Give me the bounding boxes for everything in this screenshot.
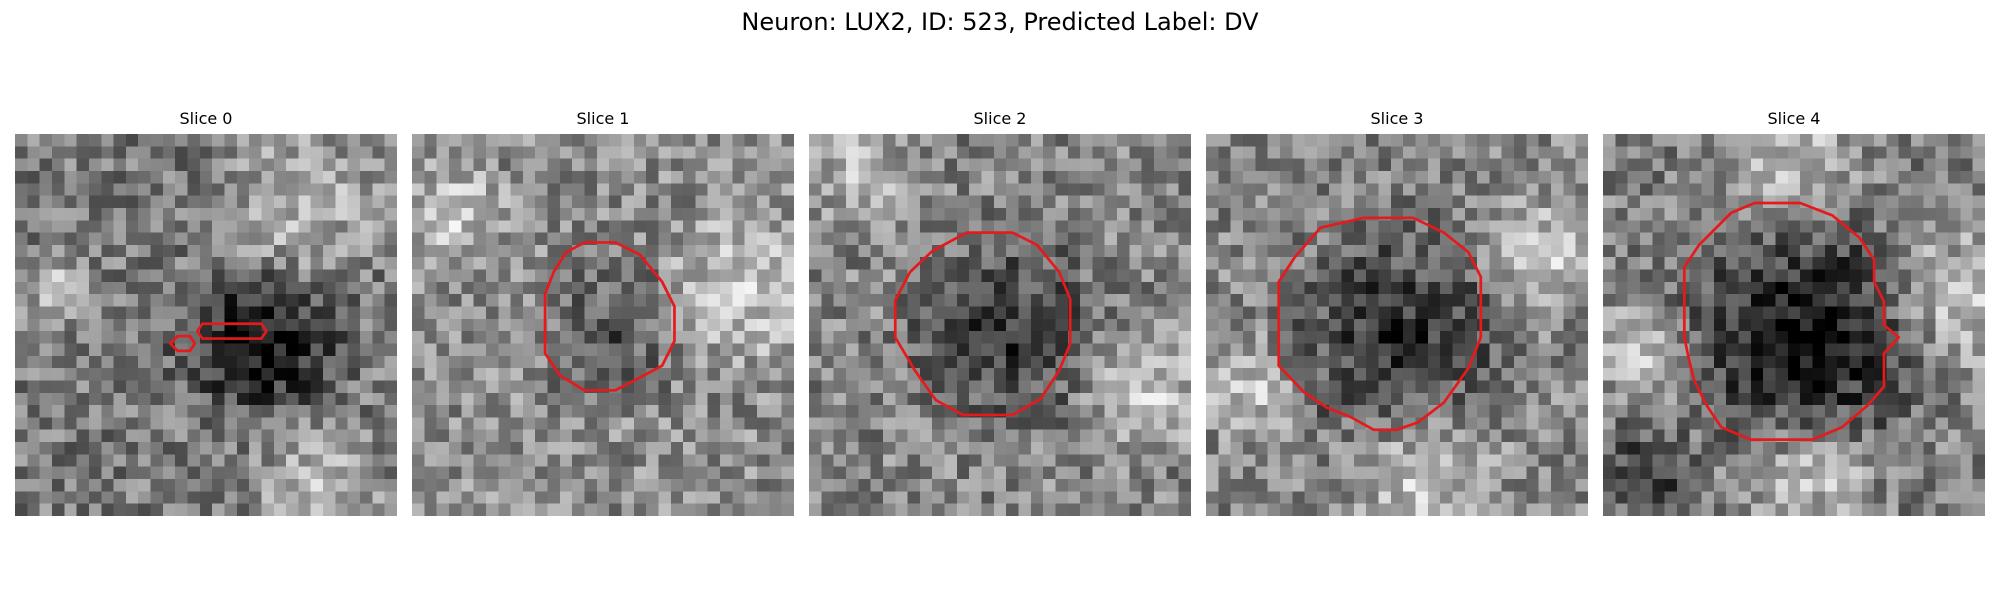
slice-image [1206,134,1588,516]
slice-title: Slice 1 [576,109,630,128]
slice-panel-1: Slice 1 [412,108,794,516]
grayscale-pixels [412,134,794,516]
slice-panel-0: Slice 0 [15,108,397,516]
grayscale-pixels [15,134,397,516]
figure-title: Neuron: LUX2, ID: 523, Predicted Label: … [741,8,1259,36]
contour-outline-1 [168,334,197,353]
contour-outline-0 [893,231,1072,417]
slice-title: Slice 2 [973,109,1027,128]
contour-outline-0 [1277,216,1483,432]
slice-image [1603,134,1985,516]
slice-title: Slice 4 [1767,109,1821,128]
slice-panel-3: Slice 3 [1206,108,1588,516]
slice-panel-4: Slice 4 [1603,108,1985,516]
slice-title: Slice 0 [179,109,233,128]
grayscale-pixels [1206,134,1588,516]
grayscale-pixels [1603,134,1985,516]
slice-title: Slice 3 [1370,109,1424,128]
grayscale-pixels [809,134,1191,516]
slice-image [809,134,1191,516]
slice-panel-2: Slice 2 [809,108,1191,516]
contour-outline-0 [543,241,676,392]
contour-outline-0 [1682,201,1901,441]
contour-outline-0 [196,322,268,340]
slice-image [15,134,397,516]
slice-image [412,134,794,516]
